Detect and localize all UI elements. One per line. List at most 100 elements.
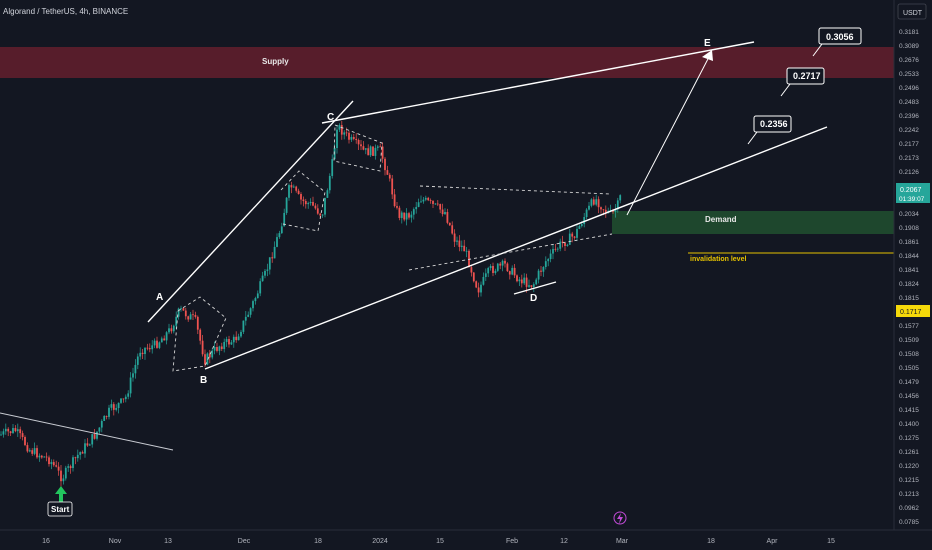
candle-body bbox=[518, 279, 521, 282]
wave-label-a: A bbox=[156, 292, 163, 303]
time-tick-label: 16 bbox=[42, 538, 50, 545]
candle-body bbox=[432, 200, 434, 204]
candle-body bbox=[439, 204, 442, 210]
candle-body bbox=[84, 443, 86, 454]
candle-body bbox=[76, 454, 79, 459]
candle-body bbox=[26, 445, 29, 452]
candle-body bbox=[604, 209, 607, 213]
candle-body bbox=[379, 146, 382, 148]
candle-body bbox=[45, 456, 48, 458]
candle-body bbox=[100, 420, 103, 428]
candle-body bbox=[115, 408, 118, 410]
candle-body bbox=[31, 450, 34, 454]
candle-body bbox=[520, 279, 523, 284]
candle-body bbox=[403, 212, 406, 220]
candle-body bbox=[434, 203, 437, 205]
candle-body bbox=[295, 186, 298, 191]
candle-body bbox=[122, 398, 125, 400]
candle-body bbox=[571, 233, 574, 237]
candle-body bbox=[273, 246, 276, 259]
price-tick-label: 0.1508 bbox=[899, 351, 919, 358]
candle-body bbox=[338, 125, 341, 130]
candle-body bbox=[177, 308, 180, 317]
candle-body bbox=[235, 336, 238, 341]
candle-body bbox=[81, 452, 84, 454]
candle-body bbox=[290, 185, 293, 188]
candle-body bbox=[525, 277, 528, 287]
price-tick-label: 0.1220 bbox=[899, 463, 919, 470]
candle-body bbox=[386, 170, 389, 175]
chart-title: Algorand / TetherUS, 4h, BINANCE bbox=[3, 7, 128, 16]
candle-body bbox=[192, 314, 194, 316]
candle-body bbox=[554, 248, 557, 250]
candle-body bbox=[516, 275, 518, 282]
target-pointer-0.2717 bbox=[780, 83, 791, 97]
candle-body bbox=[417, 202, 420, 207]
candle-body bbox=[124, 396, 127, 400]
candle-body bbox=[254, 298, 257, 302]
time-axis-labels: 16 Nov 13 Dec 18 2024 15 Feb 12 Mar 18 Apr 15 bbox=[42, 538, 835, 545]
candle-body bbox=[448, 222, 451, 226]
candle-body bbox=[357, 139, 360, 145]
currency-box[interactable] bbox=[897, 3, 927, 20]
candle-body bbox=[362, 146, 365, 150]
candle-body bbox=[513, 267, 516, 276]
candle-body bbox=[146, 347, 149, 349]
price-axis-labels: 0.3181 0.3089 0.2676 0.2533 0.2496 0.2483 0.23… bbox=[899, 29, 919, 526]
arrow-line bbox=[626, 54, 711, 216]
candle-body bbox=[74, 457, 77, 459]
candle-body bbox=[292, 186, 295, 188]
candle-body bbox=[480, 284, 482, 293]
candle-body bbox=[165, 332, 168, 341]
candle-body bbox=[187, 316, 190, 320]
candle-body bbox=[4, 428, 7, 432]
candle-body bbox=[592, 199, 595, 205]
dashed-a-b-pattern bbox=[172, 296, 227, 372]
wave-labels: A B C D E bbox=[156, 38, 711, 386]
candle-body bbox=[280, 226, 283, 234]
price-tick-label: 0.1824 bbox=[899, 281, 919, 288]
price-tick-label: 0.1861 bbox=[899, 239, 919, 246]
candle-body bbox=[398, 207, 401, 218]
candle-body bbox=[64, 467, 67, 479]
price-tick-label: 0.1400 bbox=[899, 421, 919, 428]
candle-body bbox=[196, 316, 199, 330]
price-tick-label: 0.1844 bbox=[899, 253, 919, 260]
candle-body bbox=[237, 336, 240, 341]
candle-body bbox=[616, 200, 619, 210]
price-tick-label: 0.2533 bbox=[899, 71, 919, 78]
candle-body bbox=[182, 308, 185, 311]
candle-body bbox=[48, 457, 50, 465]
time-tick-label: 15 bbox=[827, 538, 835, 545]
candle-body bbox=[595, 199, 598, 205]
trendlines bbox=[0, 41, 828, 451]
candle-body bbox=[532, 284, 535, 287]
candle-body bbox=[297, 190, 300, 195]
projection-arrow bbox=[626, 50, 713, 216]
lightning-icon[interactable] bbox=[613, 511, 627, 525]
candle-body bbox=[436, 203, 439, 205]
channel-line-c-e bbox=[321, 41, 755, 124]
candle-body bbox=[477, 287, 480, 293]
supply-label: Supply bbox=[262, 57, 289, 66]
candle-body bbox=[249, 308, 252, 315]
candle-body bbox=[542, 266, 545, 272]
candle-body bbox=[314, 205, 317, 209]
candle-body bbox=[415, 206, 418, 210]
candle-body bbox=[60, 470, 62, 482]
candle-body bbox=[528, 285, 530, 287]
candle-body bbox=[14, 428, 17, 432]
candle-body bbox=[482, 276, 485, 285]
price-tick-label: 0.2483 bbox=[899, 99, 919, 106]
candle-body bbox=[24, 437, 26, 446]
candle-body bbox=[460, 245, 463, 247]
candle-body bbox=[566, 244, 569, 246]
candle-body bbox=[508, 271, 511, 275]
target-box-0.3056 bbox=[818, 27, 862, 45]
candle-body bbox=[576, 228, 578, 238]
candle-body bbox=[530, 285, 533, 287]
candle-body bbox=[396, 206, 398, 208]
candle-body bbox=[93, 434, 96, 439]
candle-body bbox=[67, 466, 70, 468]
